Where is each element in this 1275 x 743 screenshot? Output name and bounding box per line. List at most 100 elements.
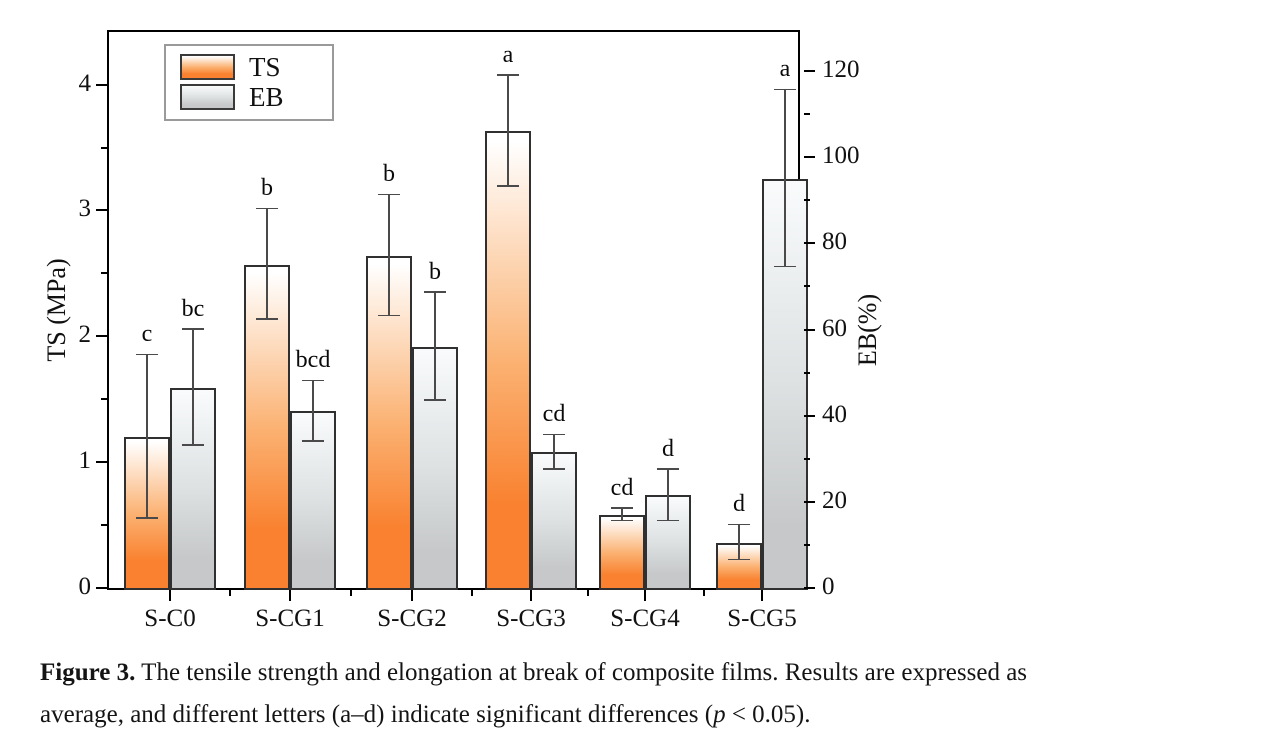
eb-bar-S-CG1 [290,411,336,590]
x-axis-category-label: S-CG1 [255,605,325,632]
x-axis-minor-tick [229,590,231,596]
left-axis-tick-label: 0 [78,573,92,600]
error-bar-cap-bottom [424,399,446,401]
right-axis-tick [804,242,815,245]
significance-letter: a [779,56,791,83]
error-bar-cap-top [543,433,565,436]
right-axis-tick-label: 100 [822,142,860,170]
x-axis-tick [411,590,413,601]
error-bar-line [192,329,194,446]
error-bar-cap-top [497,74,519,76]
significance-letter: bcd [295,347,331,374]
x-axis-category-label: S-CG3 [496,605,566,632]
right-axis-minor-tick [804,371,810,374]
error-bar-line [146,355,148,519]
error-bar-line [553,435,555,470]
left-axis-tick [96,587,107,589]
left-axis-tick-label: 4 [78,69,92,97]
error-bar-cap-top [256,207,278,210]
legend-item-ts: TS [180,52,332,82]
ts-bar-S-CG3 [485,131,531,590]
ts-bar-S-CG2 [366,255,412,590]
significance-letter: d [733,491,745,518]
x-axis-category-label: S-CG5 [727,605,797,632]
error-bar-cap-bottom [611,519,633,522]
significance-letter: b [383,161,395,188]
error-bar-cap-top [136,353,158,356]
right-axis-tick [804,328,815,331]
left-axis-tick [96,83,107,86]
error-bar-cap-bottom [774,265,796,268]
error-bar-line [784,90,786,268]
error-bar-line [738,525,740,561]
right-axis-minor-tick [804,113,810,116]
right-axis-tick [804,156,815,159]
caption-text-1: The tensile strength and elongation at b… [135,659,1028,686]
significance-letter: b [429,258,441,285]
error-bar-cap-top [657,468,679,470]
right-axis-tick-label: 20 [822,486,847,514]
x-axis-category-label: S-CG2 [377,605,447,632]
error-bar-cap-top [728,523,750,526]
caption-text-3: < 0.05). [725,701,811,728]
right-axis-minor-tick [804,457,810,460]
x-axis-minor-tick [587,590,589,596]
bar-chart: TS (MPa) EB(%) TS EB c bc b bcd b b a cd cd d d a 0 1… [42,30,882,631]
left-axis-tick-label: 1 [78,447,92,475]
left-axis-tick-label: 2 [78,321,92,349]
caption-text-2: average, and different letters (a–d) ind… [40,701,714,728]
right-axis-tick-label: 80 [822,228,847,256]
x-axis-minor-tick [470,590,473,596]
left-axis-minor-tick [101,524,107,527]
x-axis-tick [530,590,532,601]
error-bar-line [507,75,509,187]
right-axis-minor-tick [804,285,810,288]
error-bar-cap-top [774,88,796,91]
x-axis-tick [289,590,291,601]
x-axis-minor-tick [350,590,352,596]
figure-caption: Figure 3. The tensile strength and elong… [40,652,1255,736]
error-bar-cap-bottom [136,517,158,519]
legend-label-eb: EB [249,81,284,112]
right-axis-tick [804,414,815,417]
x-axis-tick [644,590,646,601]
left-axis-tick [96,209,107,212]
right-axis-minor-tick [804,199,810,202]
error-bar-line [434,292,436,401]
right-axis-tick [804,587,815,589]
error-bar-line [667,469,669,522]
significance-letter: a [502,41,514,68]
error-bar-line [266,209,268,320]
left-axis-minor-tick [101,272,107,275]
significance-letter: d [662,435,674,462]
eb-swatch [180,84,235,110]
ts-bar-S-CG4 [599,515,645,590]
error-bar-cap-bottom [182,444,204,446]
right-axis-tick-label: 40 [822,400,847,428]
error-bar-cap-bottom [728,558,750,561]
legend: TS EB [164,44,334,121]
plot-area: TS EB c bc b bcd b b a cd cd d d a 0 1 2 3 4 0 20 40 60 80 100… [79,30,860,631]
caption-p-symbol: p [713,701,726,728]
legend-item-eb: EB [180,82,332,112]
error-bar-cap-top [182,328,204,330]
right-axis-tick [804,70,815,73]
error-bar-cap-top [424,291,446,293]
significance-letter: cd [542,401,566,428]
error-bar-cap-bottom [543,468,565,470]
significance-letter: b [261,175,273,202]
error-bar-cap-bottom [497,185,519,187]
x-axis-tick [169,590,171,601]
left-axis-tick-label: 3 [78,195,92,223]
caption-line-1: Figure 3. The tensile strength and elong… [40,652,1255,694]
right-axis-tick-label: 120 [822,56,860,84]
right-axis-tick [804,500,815,503]
error-bar-cap-bottom [256,318,278,320]
x-axis-category-label: S-C0 [144,605,196,632]
error-bar-cap-bottom [378,314,400,317]
eb-bar-S-CG3 [531,452,577,590]
significance-letter: bc [181,295,205,322]
left-axis-tick [96,335,107,338]
x-axis-minor-tick [702,590,705,596]
